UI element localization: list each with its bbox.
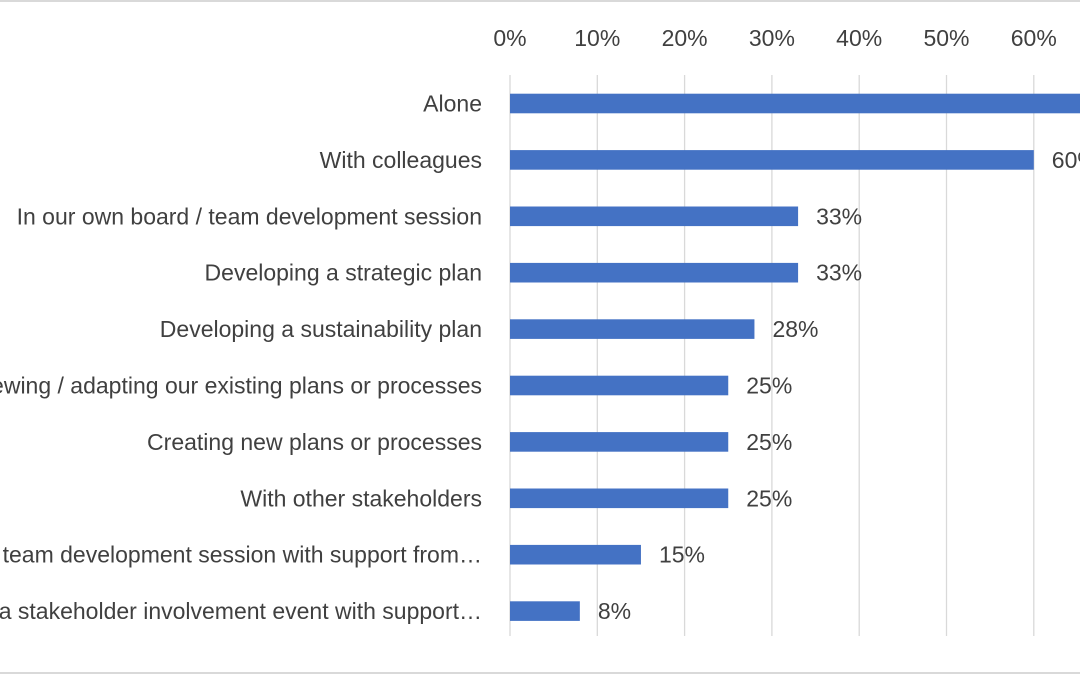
- category-label: In a board / team development session wi…: [0, 542, 482, 568]
- data-label: 33%: [816, 260, 862, 286]
- bar: [510, 93, 1080, 114]
- x-tick-label: 50%: [923, 25, 969, 51]
- x-tick-label: 20%: [662, 25, 708, 51]
- data-label: 25%: [746, 429, 792, 455]
- category-label: With other stakeholders: [240, 485, 482, 511]
- category-label: Developing a sustainability plan: [160, 316, 482, 342]
- data-labels: 70%60%33%33%28%25%25%25%15%8%: [598, 147, 1080, 624]
- data-label: 8%: [598, 598, 631, 624]
- category-label: Creating new plans or processes: [147, 429, 482, 455]
- bar: [510, 488, 729, 509]
- category-label: At a stakeholder involvement event with …: [0, 598, 482, 624]
- category-label: Developing a strategic plan: [205, 260, 482, 286]
- x-tick-label: 60%: [1011, 25, 1057, 51]
- data-label: 33%: [816, 203, 862, 229]
- data-label: 28%: [772, 316, 818, 342]
- x-axis-tick-labels: 0%10%20%30%40%50%60%70%: [493, 25, 1057, 51]
- category-labels: Alone With colleagues In our own board / t…: [0, 91, 482, 625]
- x-tick-label: 0%: [493, 25, 526, 51]
- category-label: With colleagues: [320, 147, 482, 173]
- data-label: 25%: [746, 373, 792, 399]
- bar: [510, 206, 799, 227]
- data-label: 60%: [1052, 147, 1080, 173]
- data-label: 25%: [746, 485, 792, 511]
- bar: [510, 432, 729, 452]
- bar: [510, 150, 1034, 170]
- x-tick-label: 30%: [749, 25, 795, 51]
- bar: [510, 375, 729, 396]
- category-label: Reviewing / adapting our existing plans …: [0, 373, 482, 399]
- bar: [510, 544, 641, 565]
- bar: [510, 262, 799, 283]
- category-label: In our own board / team development sess…: [17, 203, 482, 229]
- bar: [510, 319, 755, 339]
- bar: [510, 601, 580, 621]
- x-tick-label: 10%: [574, 25, 620, 51]
- x-tick-label: 40%: [836, 25, 882, 51]
- bars: [510, 93, 1080, 621]
- data-label: 15%: [659, 542, 705, 568]
- category-label: Alone: [423, 91, 482, 117]
